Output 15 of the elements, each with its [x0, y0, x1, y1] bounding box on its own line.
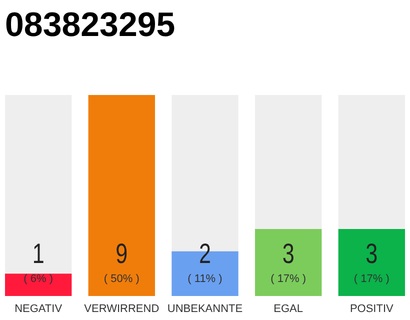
data-label: 3: [282, 238, 298, 269]
annotation: ( 6% ): [24, 273, 54, 285]
data-label: 9: [116, 238, 132, 269]
x-tick-label: POSITIV: [350, 303, 394, 315]
x-tick-label: UNBEKANNTE: [167, 303, 243, 315]
data-label: 3: [366, 238, 382, 269]
annotation: ( 11% ): [188, 273, 222, 285]
x-tick-label: NEGATIV: [14, 303, 63, 315]
annotation: ( 17% ): [354, 273, 390, 285]
x-tick-label: EGAL: [274, 303, 304, 315]
data-label: 1: [32, 238, 48, 269]
x-tick-label: VERWIRREND: [84, 303, 160, 315]
annotation: ( 17% ): [270, 273, 306, 285]
chart-title: 083823295: [5, 6, 176, 44]
annotation: ( 50% ): [104, 273, 140, 285]
